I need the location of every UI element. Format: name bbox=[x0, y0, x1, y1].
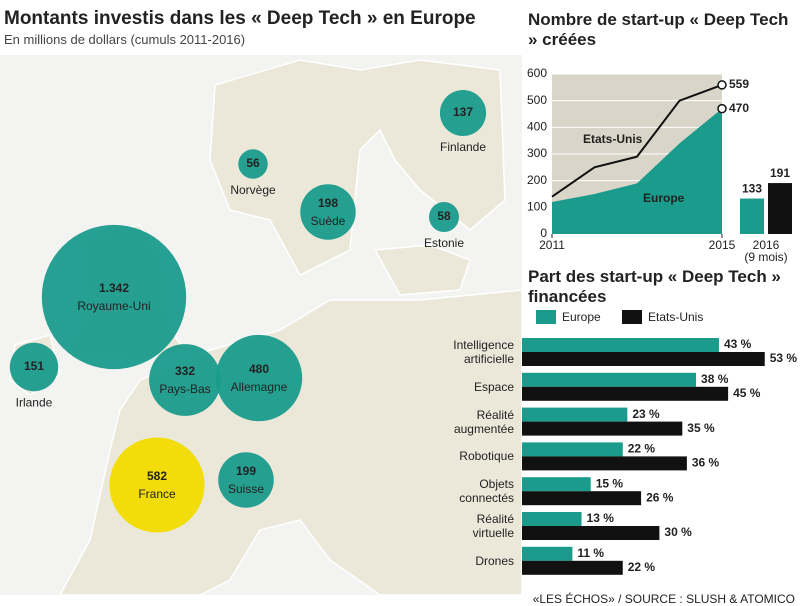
line bbox=[551, 83, 723, 198]
bubble bbox=[300, 184, 356, 240]
bubble bbox=[238, 149, 268, 179]
legend-swatch bbox=[622, 310, 642, 324]
y-tick-label: 600 bbox=[527, 66, 547, 80]
bar bbox=[522, 477, 591, 492]
bubble-label: Royaume-Uni bbox=[77, 299, 150, 313]
chart-subtitle: En millions de dollars (cumuls 2011-2016… bbox=[4, 32, 246, 47]
bubble-value: 198 bbox=[318, 196, 338, 210]
value-label: 26 % bbox=[646, 490, 674, 504]
chart-title: Part des start-up « Deep Tech » financée… bbox=[528, 267, 781, 306]
category-label: Intelligence artificielle bbox=[453, 338, 514, 366]
bar bbox=[522, 386, 729, 401]
value-label: 559 bbox=[729, 77, 749, 91]
value-label: 11 % bbox=[577, 546, 604, 560]
source: «LES ÉCHOS» / SOURCE : SLUSH & ATOMICO bbox=[533, 591, 795, 606]
legend-swatch bbox=[536, 310, 556, 324]
legend-label: Etats-Unis bbox=[648, 310, 703, 324]
end-marker bbox=[717, 80, 727, 90]
x-tick-note: (9 mois) bbox=[744, 250, 787, 264]
value-label: 22 % bbox=[628, 442, 656, 456]
bubble-value: 151 bbox=[24, 359, 44, 373]
end-marker bbox=[717, 103, 727, 114]
bar bbox=[522, 546, 573, 561]
x-tick-label: 2015 bbox=[709, 238, 736, 252]
value-label: 38 % bbox=[701, 372, 729, 386]
y-tick-label: 400 bbox=[527, 120, 547, 134]
value-label: 53 % bbox=[770, 351, 798, 365]
chart-title: Nombre de start-up « Deep Tech » créées bbox=[528, 10, 789, 49]
bar bbox=[522, 491, 642, 506]
category-label: Réalité augmentée bbox=[453, 407, 514, 436]
y-tick-label: 300 bbox=[527, 146, 547, 160]
bar bbox=[522, 442, 623, 457]
value-label: 470 bbox=[729, 101, 749, 115]
bubble-label: Allemagne bbox=[231, 380, 288, 394]
bar bbox=[522, 560, 623, 575]
bubble-label: Suisse bbox=[228, 482, 264, 496]
bubble-value: 332 bbox=[175, 364, 195, 378]
bubble-label: Estonie bbox=[424, 236, 464, 250]
bubble-label: Norvège bbox=[230, 183, 276, 197]
bar bbox=[740, 198, 764, 234]
value-label: 23 % bbox=[632, 407, 660, 421]
value-label: 36 % bbox=[692, 456, 720, 470]
bubble bbox=[428, 201, 460, 233]
bar bbox=[522, 407, 628, 422]
series-label: Etats-Unis bbox=[583, 132, 643, 146]
value-label: 13 % bbox=[587, 511, 615, 525]
bar bbox=[522, 526, 660, 540]
y-tick-label: 200 bbox=[527, 173, 547, 187]
value-label: 35 % bbox=[687, 421, 715, 435]
bubble-label: France bbox=[138, 487, 176, 501]
bubble-label: Suède bbox=[311, 214, 346, 228]
y-tick-label: 0 bbox=[540, 226, 547, 240]
category-label: Réalité virtuelle bbox=[472, 512, 514, 540]
x-tick-label: 2016 bbox=[753, 238, 780, 252]
bar bbox=[768, 183, 792, 234]
bar bbox=[522, 512, 582, 526]
category-label: Robotique bbox=[459, 449, 514, 464]
category-label: Objets connectés bbox=[459, 477, 514, 506]
bubble bbox=[439, 89, 487, 137]
chart-title: Montants investis dans les « Deep Tech »… bbox=[4, 8, 476, 29]
bubble bbox=[41, 224, 187, 370]
bubble-label: Irlande bbox=[16, 395, 53, 409]
x-tick-label: 2011 bbox=[539, 238, 565, 252]
bubble-value: 1.342 bbox=[99, 281, 129, 295]
area bbox=[552, 108, 722, 234]
bubble-value: 582 bbox=[147, 469, 167, 483]
bubble-value: 58 bbox=[437, 209, 451, 223]
bubble-value: 480 bbox=[249, 362, 269, 376]
value-label: 15 % bbox=[596, 476, 624, 490]
legend-label: Europe bbox=[562, 310, 601, 324]
bar bbox=[522, 352, 765, 366]
value-label: 30 % bbox=[664, 525, 692, 539]
value-label: 22 % bbox=[628, 560, 656, 574]
bubble-value: 56 bbox=[246, 156, 260, 170]
bubble-value: 199 bbox=[236, 464, 256, 478]
bubble-label: Finlande bbox=[440, 140, 486, 154]
bubble bbox=[109, 437, 205, 533]
bar bbox=[522, 456, 687, 471]
value-label: 133 bbox=[742, 182, 762, 196]
bubble bbox=[215, 334, 303, 422]
bubble-value: 137 bbox=[453, 105, 473, 119]
bar bbox=[522, 372, 697, 387]
bubble bbox=[218, 452, 274, 508]
value-label: 43 % bbox=[724, 337, 752, 351]
y-tick-label: 100 bbox=[527, 200, 547, 214]
value-label: 191 bbox=[770, 166, 790, 180]
bar bbox=[522, 421, 683, 436]
series-label: Europe bbox=[643, 191, 685, 205]
category-label: Espace bbox=[473, 379, 514, 394]
y-tick-label: 500 bbox=[527, 93, 547, 107]
bubble-label: Pays-Bas bbox=[159, 382, 210, 396]
bubble bbox=[149, 344, 221, 416]
bar bbox=[522, 338, 719, 352]
bubble bbox=[9, 342, 59, 392]
category-label: Drones bbox=[475, 553, 514, 568]
value-label: 45 % bbox=[733, 386, 761, 400]
